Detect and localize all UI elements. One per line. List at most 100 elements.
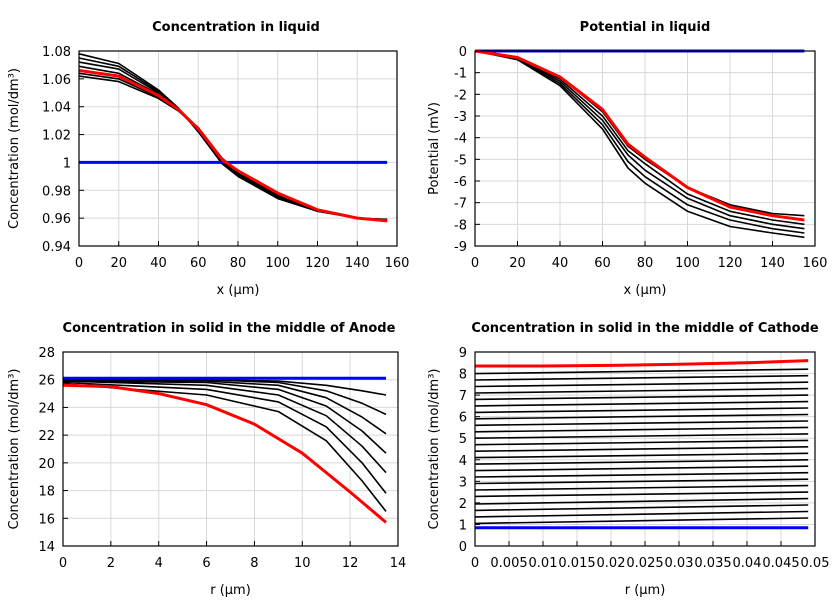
y-tick-label: 1.08: [42, 45, 71, 60]
series-line-11: [474, 452, 809, 459]
x-tick-label: 0.025: [626, 556, 663, 571]
y-tick-label: -7: [454, 197, 467, 212]
series-line-4: [474, 497, 809, 505]
y-tick-label: 4: [459, 454, 467, 469]
x-tick-label: 0.01: [529, 556, 558, 571]
y-tick-label: -8: [454, 218, 467, 233]
chart-title: Concentration in solid in the middle of …: [63, 321, 396, 336]
y-axis-label: Potential (mV): [427, 102, 442, 195]
x-axis-label: x (µm): [217, 283, 260, 298]
series-line-10: [474, 459, 809, 465]
x-tick-label: 160: [803, 256, 828, 271]
y-axis-label: Concentration (mol/dm³): [427, 369, 442, 530]
y-tick-label: 1: [63, 156, 71, 171]
series-line-8: [474, 471, 809, 478]
x-tick-label: 60: [190, 256, 207, 271]
x-tick-label: 0.05: [801, 556, 830, 571]
series-line-7: [474, 49, 805, 222]
y-tick-label: 1.06: [42, 73, 71, 88]
x-tick-label: 0.04: [733, 556, 762, 571]
series-line-5: [62, 380, 387, 474]
x-tick-label: 0.005: [490, 556, 527, 571]
x-tick-label: 160: [385, 256, 410, 271]
x-tick-label: 20: [509, 256, 526, 271]
y-axis-label: Concentration (mol/dm³): [7, 68, 22, 229]
chart-2: Potential in liquid 0 20 40 60 80 100 120 140 160…: [427, 20, 827, 298]
series-line-15: [474, 426, 809, 433]
chart-3: Concentration in solid in the middle of …: [7, 321, 406, 598]
chart-title: Potential in liquid: [580, 20, 711, 35]
y-tick-label: 0.96: [42, 212, 71, 227]
x-tick-label: 140: [345, 256, 370, 271]
x-tick-label: 40: [150, 256, 167, 271]
x-tick-label: 2: [107, 556, 115, 571]
series-line-9: [62, 383, 387, 524]
y-tick-label: -6: [454, 175, 467, 190]
series-line-24: [474, 368, 809, 375]
series-line-5: [474, 50, 805, 217]
y-tick-label: 18: [38, 485, 55, 500]
series-line-3: [474, 50, 805, 230]
series-line-22: [474, 381, 809, 388]
series-line-20: [474, 394, 809, 401]
y-tick-label: 0.94: [42, 240, 71, 255]
series-line-16: [474, 420, 809, 427]
series-line-5: [78, 72, 388, 222]
x-tick-label: 0.035: [694, 556, 731, 571]
series-line-4: [78, 65, 388, 222]
plot-frame: [474, 351, 816, 547]
y-tick-label: 0.98: [42, 184, 71, 199]
series-line-4: [62, 380, 387, 454]
series-line-18: [474, 407, 809, 414]
x-axis-label: r (µm): [210, 583, 251, 598]
series-line-6: [474, 484, 809, 491]
series-line-13: [474, 439, 809, 446]
series-line-2: [474, 510, 809, 518]
x-tick-label: 10: [294, 556, 311, 571]
x-tick-label: 6: [202, 556, 210, 571]
y-tick-label: 1: [459, 518, 467, 533]
y-tick-label: -1: [454, 67, 467, 82]
y-tick-label: 0: [459, 45, 467, 60]
series-line-14: [474, 433, 809, 439]
y-tick-label: 1.04: [42, 101, 71, 116]
x-tick-label: 12: [342, 556, 359, 571]
series-line-7: [62, 383, 387, 512]
x-tick-label: 4: [155, 556, 163, 571]
series-line-26: [475, 359, 809, 368]
series-line-8: [78, 69, 388, 223]
plot-frame: [62, 351, 399, 547]
series-line-1: [474, 50, 805, 239]
series-line-23: [474, 374, 809, 381]
series-line-3: [62, 378, 387, 435]
y-tick-label: 1.02: [42, 129, 71, 144]
y-tick-label: -3: [454, 110, 467, 125]
chart-title: Concentration in solid in the middle of …: [471, 321, 819, 336]
series-line-17: [474, 413, 809, 420]
chart-title: Concentration in liquid: [152, 20, 320, 35]
x-tick-label: 80: [637, 256, 654, 271]
series-line-2: [474, 50, 805, 234]
x-tick-label: 80: [230, 256, 247, 271]
series-line-6: [78, 75, 388, 222]
series-line-9: [474, 465, 809, 472]
x-tick-label: 100: [265, 256, 290, 271]
x-tick-label: 0.015: [558, 556, 595, 571]
y-tick-label: 24: [38, 401, 55, 416]
y-tick-label: 16: [38, 512, 55, 527]
x-tick-label: 40: [552, 256, 569, 271]
y-tick-label: -2: [454, 88, 467, 103]
y-tick-label: 9: [459, 346, 467, 361]
y-tick-label: 26: [38, 374, 55, 389]
series-line-3: [474, 504, 809, 512]
y-tick-label: 3: [459, 475, 467, 490]
x-tick-label: 0.03: [665, 556, 694, 571]
series-line-5: [474, 491, 809, 498]
x-tick-label: 8: [250, 556, 258, 571]
y-tick-label: 7: [459, 389, 467, 404]
y-tick-label: 6: [459, 411, 467, 426]
series-line-6: [62, 381, 387, 494]
x-tick-label: 0: [75, 256, 83, 271]
x-tick-label: 0: [59, 556, 67, 571]
